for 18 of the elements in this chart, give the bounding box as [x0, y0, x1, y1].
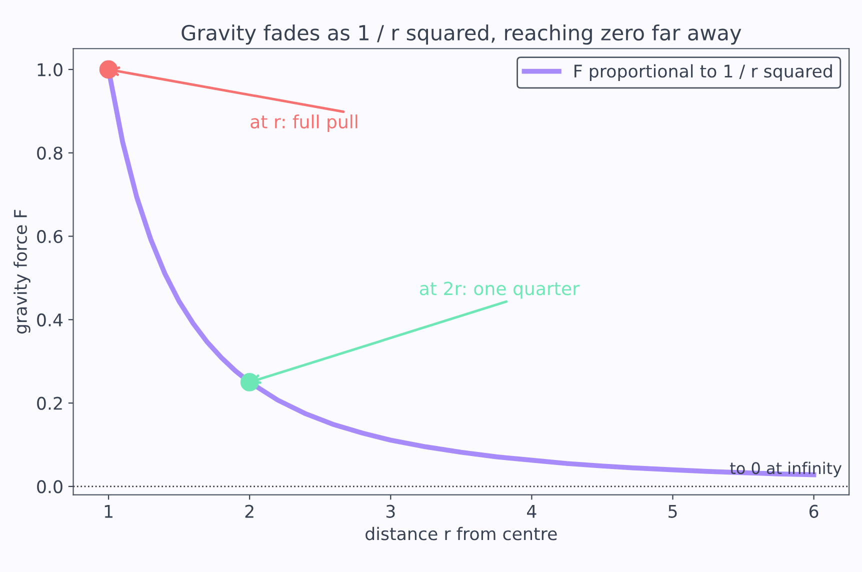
- y-axis-title: gravity force F: [14, 210, 30, 334]
- x-tick-label: 6: [809, 504, 818, 518]
- y-tick-label: 0.8: [37, 146, 62, 160]
- legend-label: F proportional to 1 / r squared: [574, 64, 832, 82]
- x-tick-label: 2: [245, 504, 254, 518]
- x-tick-label: 1: [104, 505, 112, 518]
- x-tick-label: 4: [527, 505, 536, 518]
- x-tick-label: 3: [386, 504, 395, 518]
- annotation: at 2r: one quarter: [420, 282, 580, 299]
- chart-title: Gravity fades as 1 / r squared, reaching zero far away: [182, 24, 742, 45]
- y-tick-label: 0.2: [37, 396, 62, 410]
- y-tick-label: 1.0: [38, 63, 62, 76]
- y-tick-label: 0.4: [37, 313, 63, 326]
- annotation: at r: full pull: [250, 114, 358, 132]
- y-tick-label: 0.0: [37, 480, 62, 494]
- x-tick-label: 5: [668, 505, 677, 518]
- y-tick-label: 0.6: [37, 230, 62, 244]
- x-axis-title: distance r from centre: [366, 526, 557, 540]
